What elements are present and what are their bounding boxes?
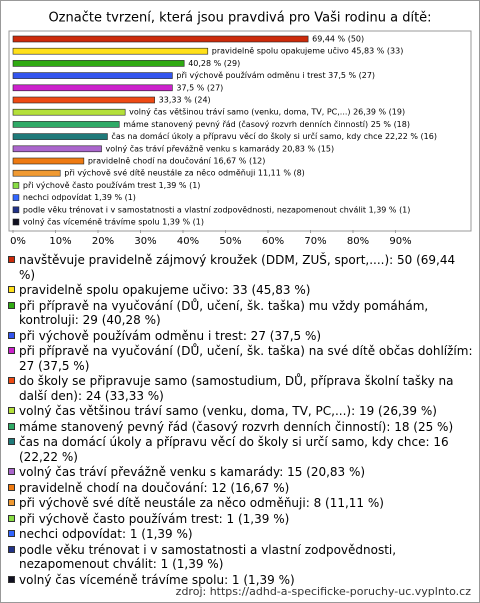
legend-text: do školy se připravuje samo (samostudium… (19, 374, 454, 403)
value-label: volný čas víceméně trávíme spolu 1,39 % … (23, 217, 204, 227)
x-tick-label: 50% (219, 236, 241, 247)
x-tick-label: 90% (389, 236, 411, 247)
legend-item: při výchově své dítě neustále za něco od… (7, 496, 473, 511)
bar (12, 133, 108, 140)
value-label: pravidelně spolu opakujeme učivo 45,83 %… (212, 46, 404, 56)
plot-frame (8, 30, 472, 232)
legend: navštěvuje pravidelně zájmový kroužek (D… (7, 253, 473, 588)
legend-item: čas na domácí úkoly a přípravu věcí do š… (7, 435, 473, 464)
legend-item: pravidelně spolu opakujeme učivo: 33 (45… (7, 283, 473, 298)
x-tick-label: 60% (262, 236, 284, 247)
x-tick-label: 70% (304, 236, 326, 247)
legend-item: navštěvuje pravidelně zájmový kroužek (D… (7, 253, 473, 282)
bar (12, 169, 61, 177)
bar (12, 72, 173, 79)
legend-text: nechci odpovídat: 1 (1,39 %) (19, 527, 193, 541)
value-label: při výchově používám odměnu i trest 37,5… (176, 71, 375, 80)
legend-swatch (8, 483, 15, 491)
x-tick-label: 0% (10, 236, 26, 247)
legend-swatch (8, 545, 15, 553)
legend-item: podle věku trénovat i v samostatnosti a … (7, 543, 473, 572)
bar (12, 206, 20, 214)
legend-item: při výchově používám odměnu i trest: 27 … (7, 329, 473, 344)
legend-item: při přípravě na vyučování (DŮ, učení, šk… (7, 299, 473, 328)
value-label: 40,28 % (29) (188, 59, 240, 68)
legend-text: volný čas tráví převážně venku s kamarád… (19, 465, 366, 479)
value-label: nechci odpovídat 1,39 % (1) (23, 193, 136, 202)
legend-item: nechci odpovídat: 1 (1,39 %) (7, 527, 473, 542)
bar (12, 194, 20, 201)
legend-text: volný čas víceméně trávíme spolu: 1 (1,3… (19, 572, 295, 587)
bar (12, 145, 102, 153)
value-label: máme stanovený pevný řád (časový rozvrh … (123, 119, 410, 129)
value-label: podle věku trénovat i v samostatnosti a … (23, 204, 411, 214)
legend-item: volný čas víceméně trávíme spolu: 1 (1,3… (7, 573, 473, 588)
legend-item: volný čas většinou tráví samo (venku, do… (7, 404, 473, 419)
value-label: 37,5 % (27) (176, 83, 223, 92)
legend-item: při výchově často používám trest: 1 (1,3… (7, 512, 473, 527)
bar (12, 157, 85, 165)
legend-text: při přípravě na vyučování (DŮ, učení, šk… (19, 298, 429, 328)
legend-item: pravidelně chodí na doučování: 12 (16,67… (7, 481, 473, 496)
value-label: volný čas tráví převážně venku s kamarád… (106, 143, 335, 153)
x-tick-label: 30% (134, 236, 156, 247)
bar (12, 218, 20, 226)
legend-swatch (8, 331, 15, 339)
x-tick-label: 10% (49, 236, 71, 247)
legend-item: volný čas tráví převážně venku s kamarád… (7, 465, 473, 480)
value-label: čas na domácí úkoly a přípravu věcí do š… (111, 131, 437, 141)
bar (12, 108, 126, 116)
legend-swatch (8, 256, 15, 263)
value-label: při výchově své dítě neustále za něco od… (64, 168, 305, 178)
legend-swatch (8, 499, 15, 506)
x-tick-label: 40% (177, 236, 199, 247)
value-label: při výchově často používám trest 1,39 % … (23, 180, 201, 190)
legend-text: podle věku trénovat i v samostatnosti a … (19, 542, 397, 572)
bar (12, 84, 173, 92)
value-label: 33,33 % (24) (159, 96, 211, 105)
legend-text: při výchově používám odměnu i trest: 27 … (19, 328, 322, 343)
bar (12, 35, 309, 43)
value-label: pravidelně chodí na doučování 16,67 % (1… (88, 156, 266, 166)
legend-swatch (8, 438, 15, 445)
legend-swatch (8, 468, 15, 475)
legend-text: při výchově své dítě neustále za něco od… (19, 496, 384, 510)
legend-swatch (8, 422, 15, 430)
chart: Označte tvrzení, která jsou pravdivá pro… (8, 11, 472, 247)
bar (12, 60, 185, 67)
bar (12, 182, 20, 189)
legend-swatch (8, 407, 15, 414)
legend-swatch (8, 301, 15, 309)
source: zdroj: https://adhd-a-specificke-poruchy… (175, 585, 471, 598)
bar (12, 96, 155, 104)
legend-text: pravidelně spolu opakujeme učivo: 33 (45… (19, 283, 311, 297)
legend-swatch (8, 347, 15, 354)
legend-text: při přípravě na vyučování (DŮ, učení, šk… (19, 344, 473, 373)
legend-text: pravidelně chodí na doučování: 12 (16,67… (19, 480, 290, 495)
value-label: 69,44 % (50) (312, 35, 364, 44)
legend-item: při přípravě na vyučování (DŮ, učení, šk… (7, 344, 473, 373)
legend-text: volný čas většinou tráví samo (venku, do… (19, 404, 437, 418)
legend-swatch (8, 530, 15, 537)
x-tick-label: 80% (347, 236, 369, 247)
bar (12, 47, 209, 55)
legend-text: při výchově často používám trest: 1 (1,3… (19, 511, 290, 526)
legend-item: do školy se připravuje samo (samostudium… (7, 374, 473, 403)
legend-swatch (8, 377, 15, 384)
legend-swatch (8, 514, 15, 522)
legend-text: čas na domácí úkoly a přípravu věcí do š… (19, 435, 449, 464)
legend-text: navštěvuje pravidelně zájmový kroužek (D… (19, 253, 456, 282)
legend-text: máme stanovený pevný řád (časový rozvrh … (19, 419, 454, 434)
legend-item: máme stanovený pevný řád (časový rozvrh … (7, 420, 473, 435)
legend-swatch (8, 575, 15, 583)
legend-swatch (8, 286, 15, 293)
x-tick-label: 20% (92, 236, 114, 247)
bar (12, 121, 120, 128)
chart-title: Označte tvrzení, která jsou pravdivá pro… (48, 11, 431, 26)
value-label: volný čas většinou tráví samo (venku, do… (129, 107, 405, 117)
